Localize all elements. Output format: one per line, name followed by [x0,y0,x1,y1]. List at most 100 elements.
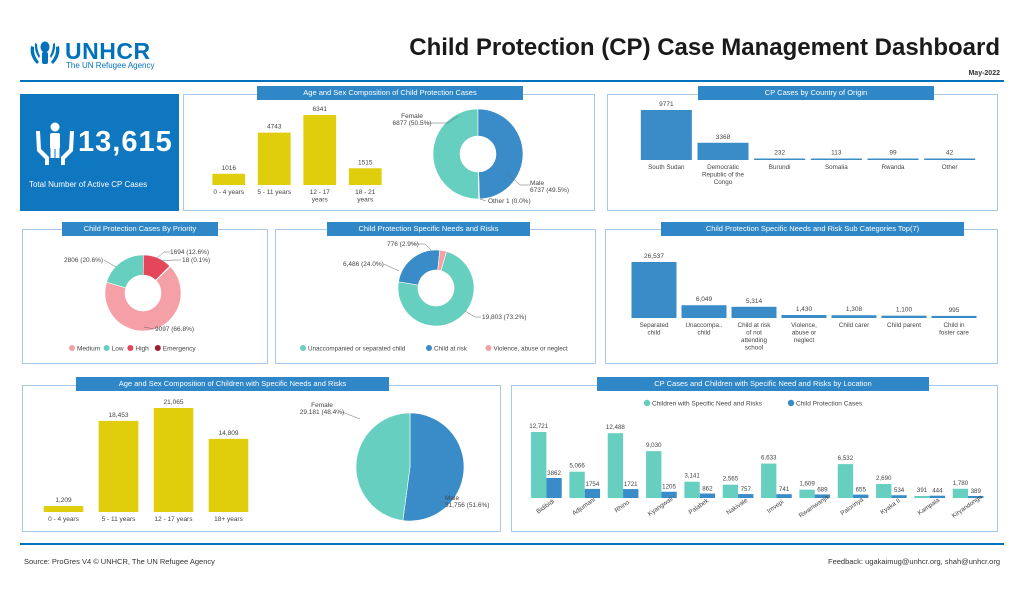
bar [631,262,677,318]
data-label-children: 12,488 [606,424,625,431]
data-label: 5,314 [746,298,763,305]
data-label: 18,453 [109,412,129,419]
bar-cases [623,489,639,498]
bar-cases [776,494,792,498]
tick-label: 5 - 11 years [257,189,292,196]
kpi-label: Total Number of Active CP Cases [29,180,148,189]
bar-cases [661,491,677,498]
leader-line [439,500,447,504]
panel-age-sex-needs: 1,209 0 - 4 years 18,453 5 - 11 years 21,065… [22,385,501,532]
tick-label: Kampala [917,496,942,516]
donut-label-female: Female 6877 (50.5%) [392,113,431,127]
data-label: 1,209 [55,497,72,504]
slice [398,249,441,286]
legend-label: Child at risk [434,346,468,353]
data-label-children: 3,141 [684,473,700,480]
leader-line [341,411,361,420]
panel-subcat: 26,537 Separated child 6,049 Unaccompa.. chil… [605,229,998,364]
leader-line [479,198,487,202]
bar [257,132,291,185]
bar-children [876,484,892,498]
label-child-risk: 6,486 (24.0%) [343,261,384,268]
leader-line [155,251,170,260]
bar [640,110,692,160]
data-label-children: 12,721 [529,423,548,430]
kpi-value: 13,615 [78,126,173,158]
slice [397,251,475,327]
legend-marker [485,345,492,351]
tick-label: 12 - 17 years [310,189,331,204]
panel-title-age-sex-needs: Age and Sex Composition of Children with… [76,377,389,391]
bar [303,115,337,185]
bar [924,158,976,160]
slice [477,108,524,200]
tick-label: 12 - 17 years [155,516,194,523]
tick-label: Nakivale [725,497,749,517]
donut-label-female: Female 29,181 (48.4%) [300,402,344,416]
bar-children [722,484,739,498]
bar [881,315,927,318]
unhcr-logo: UNHCR The UN Refugee Agency [28,38,198,72]
bar [98,420,139,512]
donut-label-other: Other 1 (0.0%) [488,198,531,205]
tick-label: Child carer [839,322,869,329]
tick-label: Other [942,164,958,171]
data-label-children: 9,030 [646,442,662,449]
kpi-card: 13,615 Total Number of Active CP Cases [20,94,179,211]
bar-cases [699,493,716,498]
bar-cases [584,488,601,498]
bar-children [837,464,854,498]
legend-label: Unaccompanied or separated child [308,346,406,353]
data-label: 1,308 [846,306,863,313]
bar [781,314,827,318]
child-protection-icon [36,122,74,165]
legend-marker [426,345,432,351]
leader-line [428,115,459,124]
bar-children [799,489,815,498]
legend-label: High [135,346,149,353]
data-label-cases: 534 [894,487,905,494]
slice [477,171,480,200]
bar [43,506,84,512]
leader-line [507,173,530,186]
data-label-cases: 655 [856,487,867,494]
label-emergency: 18 (0.1%) [182,257,210,264]
data-label-cases: 3862 [547,470,561,477]
data-label: 1016 [222,165,237,172]
data-label-cases: 862 [702,486,713,493]
tick-label: 18 - 21 years [355,189,376,204]
tick-label: Kyaka II [879,497,902,516]
data-label-cases: 1721 [624,481,638,488]
tick-label: Democratic Republic of the Congo [702,164,745,186]
legend-label: Medium [77,346,100,353]
bar-children [646,451,662,498]
tick-label: Somalia [825,164,848,171]
chart-priority: 1694 (12.6%)18 (0.1%) 2806 (20.6%) 9097 (6… [64,249,210,353]
legend-label: Violence, abuse or neglect [494,346,568,353]
chart-sex-cp: Female 6877 (50.5%) Male 6737 (49.5%) Other … [392,108,569,205]
bar-cases [814,494,831,498]
chart-age-cp: 1016 0 - 4 years 4743 5 - 11 years 6341 12 - … [212,106,382,204]
tick-label: Palorinya [839,496,865,517]
bar [212,173,246,185]
data-label-cases: 389 [971,488,982,495]
tick-label: 5 - 11 years [102,516,137,523]
chart-subcat: 26,537 Separated child 6,049 Unaccompa.. chil… [631,253,977,352]
tick-label: Separated child [639,322,669,337]
data-label: 6341 [313,106,328,113]
data-label-children: 6,633 [761,455,777,462]
slice [106,254,144,289]
leader-line [464,310,481,318]
bar [831,315,877,318]
donut-label-male: Male 31,756 (51.6%) [445,495,489,509]
slice [104,266,182,332]
footer-source: Source: ProGres V4 © UNHCR, The UN Refug… [24,557,215,566]
legend-marker [127,345,134,351]
data-label-children: 1,780 [953,480,969,487]
data-label-cases: 741 [779,486,790,493]
bar [681,305,727,318]
data-label-children: 2,565 [723,476,739,483]
data-label: 9771 [659,101,674,108]
bar-children [607,433,624,498]
bar-children [684,481,700,498]
